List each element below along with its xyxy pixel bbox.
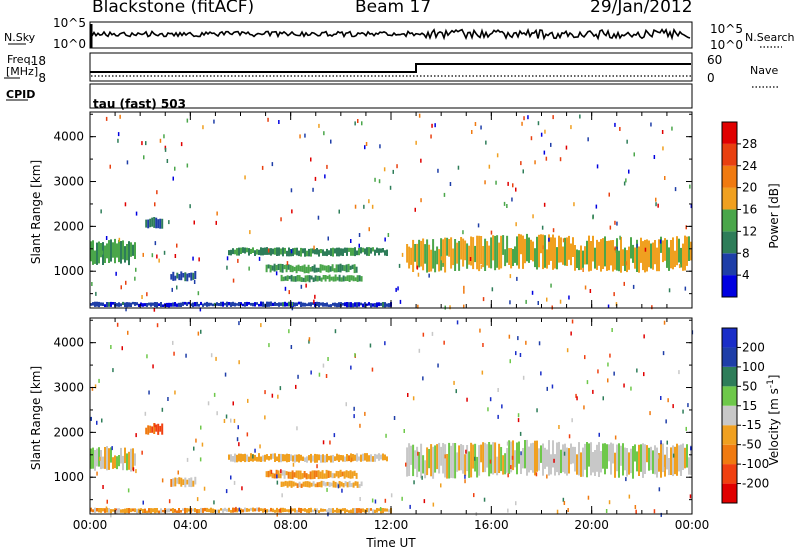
beam-title: Beam 17 [355, 0, 432, 17]
power-ylabel: Slant Range [km] [29, 160, 43, 264]
power-panel: 1000 2000 3000 4000 Slant Range [km] 4 8 12 16… [29, 111, 781, 312]
nsearch-tick-top: 10^5 [710, 22, 743, 36]
power-colorbar-swatch [722, 275, 737, 297]
power-colorbar-swatch [722, 143, 737, 166]
velocity-colorbar-tick: 100 [742, 360, 765, 374]
power-colorbar-swatch [722, 209, 737, 232]
power-colorbar-swatch [722, 165, 737, 188]
velocity-ylabel: Slant Range [km] [29, 366, 43, 470]
power-ytick-label: 2000 [53, 219, 84, 233]
power-colorbar-swatch [722, 187, 737, 210]
nsearch-tick-bottom: 10^0 [710, 38, 743, 52]
velocity-xtick-label: 20:00 [574, 518, 609, 532]
frequency-panel: 18 8 60 0 [4, 52, 778, 88]
velocity-data [90, 319, 694, 518]
power-colorbar-label: Power [dB] [767, 183, 781, 248]
velocity-colorbar-swatch [722, 464, 737, 484]
power-colorbar-swatch [722, 122, 737, 144]
velocity-echo-raised-echo [145, 423, 164, 435]
freq-label: Freq. [7, 53, 35, 66]
noise-panel: 10^5 10^0 10^5 10^0 [8, 16, 782, 52]
power-colorbar-swatch [722, 231, 737, 254]
velocity-colorbar-swatch [722, 444, 737, 465]
velocity-colorbar-swatch [722, 347, 737, 367]
power-echo-patch [170, 271, 197, 282]
power-colorbar-tick: 16 [742, 203, 757, 217]
velocity-colorbar-tick: -100 [742, 457, 769, 471]
x-axis-label: Time UT [365, 536, 416, 550]
velocity-colorbar-tick: 15 [742, 399, 757, 413]
velocity-xtick-label: 00:00 [675, 518, 710, 532]
power-ytick-label: 4000 [53, 130, 84, 144]
power-echo-evening-band [90, 238, 136, 266]
velocity-echo-evening-band [90, 446, 136, 472]
velocity-colorbar-tick: -15 [742, 418, 762, 432]
power-echo-band-A [228, 247, 388, 257]
nave-tick-bottom: 0 [707, 71, 715, 85]
nave-tick-top: 60 [707, 53, 722, 67]
nsky-label: N.Sky [4, 31, 36, 44]
cpid-label: CPID [6, 88, 36, 101]
nsky-tick-bottom: 10^0 [53, 37, 86, 51]
velocity-echo-patch [170, 476, 197, 488]
power-ytick-label: 1000 [53, 264, 84, 278]
power-colorbar-swatch [722, 253, 737, 276]
velocity-echo-band-C [280, 480, 363, 488]
velocity-ytick-label: 2000 [53, 425, 84, 439]
velocity-ytick-label: 3000 [53, 381, 84, 395]
velocity-colorbar-swatch [722, 328, 737, 348]
velocity-colorbar-tick: 200 [742, 340, 765, 354]
velocity-xtick-label: 04:00 [173, 518, 208, 532]
power-colorbar-tick: 20 [742, 181, 757, 195]
noise-sky-line [91, 27, 691, 41]
power-echo-near-range [90, 301, 392, 308]
velocity-xtick-label: 12:00 [374, 518, 409, 532]
cpid-bar [89, 83, 693, 109]
velocity-colorbar-tick: -50 [742, 438, 762, 452]
power-colorbar-tick: 4 [742, 268, 750, 282]
power-colorbar-tick: 8 [742, 246, 750, 260]
power-echo-raised-echo [145, 217, 164, 229]
velocity-panel: 1000 2000 3000 4000 00:00 04:00 08:00 12:00 16:0… [29, 317, 781, 532]
velocity-xtick-label: 00:00 [73, 518, 108, 532]
station-title: Blackstone (fitACF) [92, 0, 255, 17]
power-speckle [91, 113, 693, 312]
velocity-colorbar-swatch [722, 405, 737, 426]
nave-label: Nave [750, 64, 779, 77]
velocity-xtick-label: 16:00 [474, 518, 509, 532]
velocity-echo-near-range [90, 507, 392, 514]
date-title: 29/Jan/2012 [590, 0, 693, 17]
freq-tick-top: 18 [31, 54, 46, 68]
freq-tick-bottom: 8 [38, 71, 46, 85]
velocity-speckle [90, 319, 694, 518]
velocity-ytick-label: 4000 [53, 336, 84, 350]
velocity-ytick-label: 1000 [53, 470, 84, 484]
velocity-echo-band-A [228, 453, 388, 463]
nsearch-label: N.Search [745, 31, 795, 44]
frequency-line [90, 63, 691, 73]
power-colorbar-tick: 12 [742, 224, 757, 238]
velocity-colorbar-swatch [722, 483, 737, 504]
velocity-xtick-label: 08:00 [273, 518, 308, 532]
power-colorbar-tick: 28 [742, 137, 757, 151]
mhz-label: [MHz] [6, 65, 39, 78]
velocity-colorbar-label: Velocity [m s-1] [766, 375, 781, 466]
velocity-colorbar-tick: -200 [742, 477, 769, 491]
velocity-echo-daytime-band [406, 439, 692, 479]
power-data [90, 113, 693, 312]
power-echo-band-B [265, 263, 358, 274]
power-echo-band-C [280, 274, 363, 283]
velocity-echo-band-B [265, 469, 358, 480]
velocity-colorbar-swatch [722, 425, 737, 445]
velocity-colorbar-swatch [722, 386, 737, 406]
velocity-colorbar-swatch [722, 366, 737, 387]
power-ytick-label: 3000 [53, 175, 84, 189]
velocity-colorbar-tick: 50 [742, 379, 757, 393]
nsky-tick-top: 10^5 [53, 16, 86, 30]
power-colorbar-tick: 24 [742, 159, 757, 173]
